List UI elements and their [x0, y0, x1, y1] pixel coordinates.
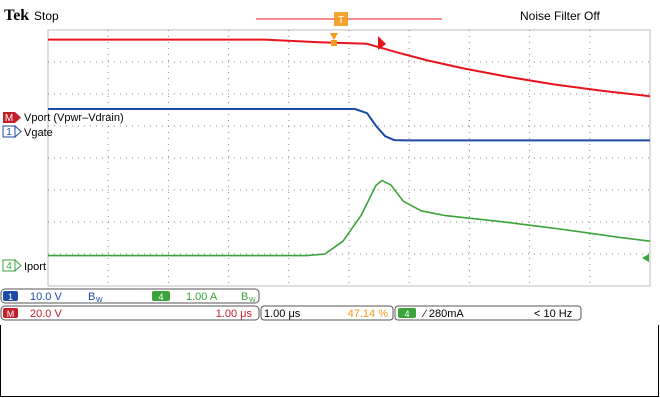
math-readout[interactable]: M 20.0 V 1.00 μs: [0, 305, 260, 321]
trigger-level: ∕ 280mA: [421, 308, 464, 320]
ch4-bandwidth-label: B: [241, 291, 248, 303]
math-channel-marker[interactable]: M: [3, 112, 21, 124]
trigger-frequency: < 10 Hz: [534, 308, 572, 320]
math-channel-tag: M: [5, 113, 13, 124]
ch1-marker[interactable]: 1: [2, 124, 22, 139]
trace-iport: [48, 179, 651, 257]
ch4-readout-tag: 4: [158, 292, 163, 302]
ch4-tag: 4: [6, 261, 12, 272]
math-readout-tag: M: [7, 309, 15, 319]
graticule-grid: [47, 29, 651, 287]
waveform-traces: [48, 38, 651, 257]
ch4-scale: 1.00 A: [186, 291, 218, 303]
ch1-readout-tag: 1: [8, 292, 13, 302]
trigger-readout[interactable]: 4 ∕ 280mA < 10 Hz: [394, 305, 582, 321]
ch1-scale: 10.0 V: [30, 291, 62, 303]
trigger-position-marker-label: T: [338, 15, 344, 26]
ch1-bandwidth-sub: W: [96, 297, 103, 304]
ch4-marker[interactable]: 4: [2, 258, 22, 273]
ch1-tag: 1: [6, 127, 12, 138]
ch4-trigger-level-arrow: [642, 254, 649, 262]
math-timebase: 1.00 μs: [216, 308, 253, 320]
ch1-bandwidth-label: B: [88, 291, 95, 303]
trigger-position-percent: 47.14 %: [348, 308, 389, 320]
oscilloscope-display: Tek Stop T Noise Filter Off M Vport (Vpw…: [0, 0, 659, 325]
trace-vport: [48, 38, 651, 98]
graticule-background: [0, 0, 659, 325]
trigger-position-marker[interactable]: T: [334, 12, 348, 26]
timebase-value: 1.00 μs: [264, 308, 301, 320]
math-scale: 20.0 V: [30, 308, 62, 320]
math-channel-label: Vport (Vpwr–Vdrain): [24, 112, 124, 124]
noise-filter-label: Noise Filter Off: [520, 9, 600, 23]
ch1-label: Vgate: [24, 127, 53, 139]
horizontal-readout[interactable]: 1.00 μs 47.14 %: [260, 305, 394, 321]
trigger-channel-tag: 4: [404, 309, 409, 319]
math-edge-marker: [378, 36, 386, 50]
trace-vgate: [48, 108, 650, 142]
brand-logo: Tek: [4, 7, 29, 24]
trigger-point-icon: [330, 33, 338, 46]
ch4-bandwidth-sub: W: [249, 297, 256, 304]
ch4-label: Iport: [24, 261, 46, 273]
ch1-readout[interactable]: 1 10.0 V B W 4 1.00 A B W: [0, 288, 260, 304]
run-state-label: Stop: [34, 9, 59, 23]
